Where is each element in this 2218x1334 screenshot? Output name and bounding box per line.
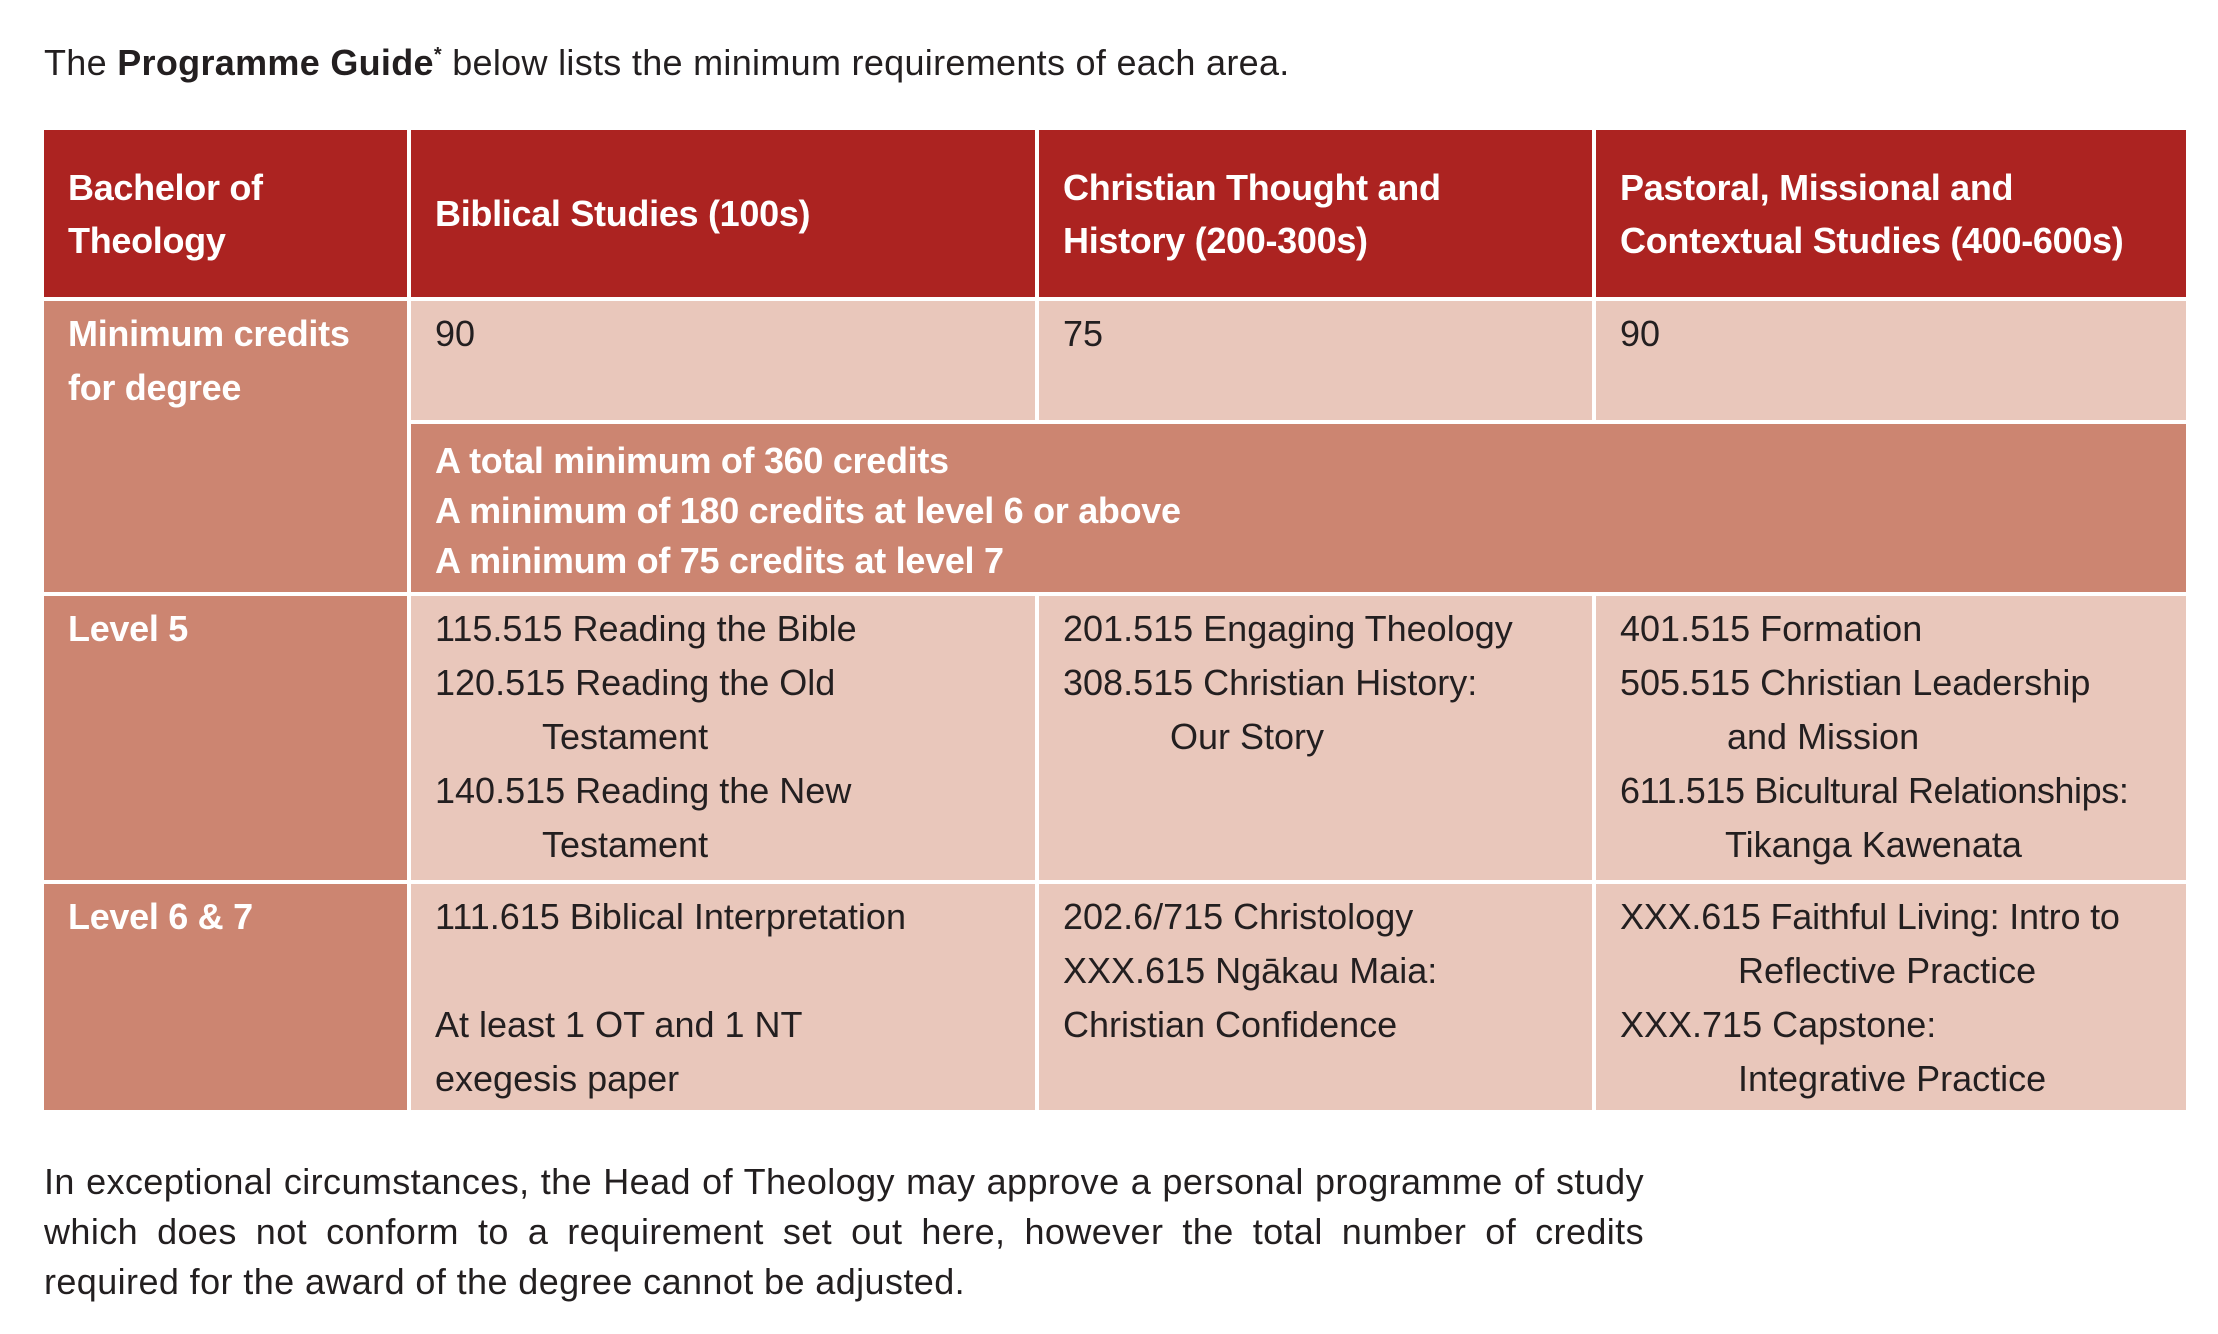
summary-line: A minimum of 75 credits at level 7 [435, 540, 1004, 581]
course-title: Capstone: [1772, 1004, 1937, 1045]
course-entry: 120.515 Reading the Old Testament [435, 656, 1011, 764]
course-entry: 201.515 Engaging Theology [1063, 602, 1568, 656]
programme-table: Bachelor of Theology Biblical Studies (1… [44, 130, 2186, 1118]
course-entry: 401.515 Formation [1620, 602, 2180, 656]
level5-pastoral-courses: 401.515 Formation 505.515 Christian Lead… [1596, 596, 2186, 880]
course-code: 140.515 [435, 770, 566, 811]
level67-christian-thought-courses: 202.6/715 Christology XXX.615 Ngākau Mai… [1039, 884, 1592, 1110]
course-entry: 308.515 Christian History: Our Story [1063, 656, 1568, 764]
course-code: 401.515 [1620, 608, 1751, 649]
level67-biblical-courses: 111.615 Biblical Interpretation At least… [411, 884, 1035, 1110]
credit-summary: A total minimum of 360 credits A minimum… [411, 424, 2186, 592]
course-entry: 202.6/715 Christology [1063, 896, 1414, 937]
footnote-paragraph: In exceptional circumstances, the Head o… [44, 1161, 1644, 1302]
course-entry: XXX.615 Faithful Living: Intro to Reflec… [1620, 890, 2180, 998]
course-title-continued: Testament [542, 824, 709, 865]
course-title: Formation [1760, 608, 1923, 649]
header-biblical-studies: Biblical Studies (100s) [411, 130, 1035, 297]
min-credits-biblical: 90 [411, 301, 1035, 420]
row-label-minimum-credits: Minimum credits for degree [44, 301, 407, 592]
course-title: Christian Leadership [1760, 662, 2091, 703]
course-title: Engaging Theology [1203, 608, 1513, 649]
course-title: Faithful Living: Intro to [1770, 896, 2120, 937]
course-entry: 111.615 Biblical Interpretation [435, 896, 906, 937]
course-title-continued: and Mission [1727, 716, 1920, 757]
level67-pastoral-courses: XXX.615 Faithful Living: Intro to Reflec… [1596, 884, 2186, 1110]
summary-line: A total minimum of 360 credits [435, 440, 949, 481]
row-label-level-6-7: Level 6 & 7 [44, 884, 407, 1110]
course-title-continued: Christian Confidence [1063, 1004, 1398, 1045]
course-title-continued: Our Story [1170, 716, 1325, 757]
course-entry: XXX.715 Capstone: Integrative Practice [1620, 998, 2180, 1106]
min-credits-pastoral: 90 [1596, 301, 2186, 420]
header-christian-thought: Christian Thought and History (200-300s) [1039, 130, 1592, 297]
course-title-continued: Testament [542, 716, 709, 757]
programme-guide-term: Programme Guide [117, 42, 434, 83]
summary-line: A minimum of 180 credits at level 6 or a… [435, 490, 1181, 531]
course-code: 115.515 [435, 608, 563, 649]
course-title: Christian History: [1203, 662, 1478, 703]
course-title: Reading the Bible [572, 608, 857, 649]
footnote-mark: * [433, 44, 442, 66]
course-code: 611.515 [1620, 770, 1745, 811]
course-code: 201.515 [1063, 608, 1194, 649]
requirement-note-continued: exegesis paper [435, 1058, 680, 1099]
course-code: 308.515 [1063, 662, 1194, 703]
course-code: 120.515 [435, 662, 566, 703]
intro-prefix: The [44, 42, 118, 83]
header-corner: Bachelor of Theology [44, 130, 407, 297]
course-code: XXX.715 [1620, 1004, 1763, 1045]
course-entry: XXX.615 Ngākau Maia: [1063, 950, 1438, 991]
requirement-note: At least 1 OT and 1 NT [435, 1004, 803, 1045]
course-title-continued: Tikanga Kawenata [1725, 824, 2022, 865]
course-code: 505.515 [1620, 662, 1751, 703]
course-title: Reading the Old [575, 662, 836, 703]
course-entry: 115.515 Reading the Bible [435, 602, 1011, 656]
course-title: Reading the New [575, 770, 852, 811]
course-entry: 140.515 Reading the New Testament [435, 764, 1011, 872]
course-code: XXX.615 [1620, 896, 1761, 937]
intro-sentence: The Programme Guide* below lists the min… [44, 38, 1290, 88]
intro-suffix: below lists the minimum requirements of … [441, 42, 1290, 83]
row-label-level-5: Level 5 [44, 596, 407, 880]
course-title-continued: Reflective Practice [1738, 950, 2037, 991]
min-credits-christian-thought: 75 [1039, 301, 1592, 420]
level5-christian-thought-courses: 201.515 Engaging Theology 308.515 Christ… [1039, 596, 1592, 880]
course-entry: 611.515 Bicultural Relationships: Tikang… [1620, 764, 2180, 872]
course-title-continued: Integrative Practice [1738, 1058, 2047, 1099]
level5-biblical-courses: 115.515 Reading the Bible 120.515 Readin… [411, 596, 1035, 880]
course-title: Bicultural Relationships: [1754, 770, 2129, 811]
header-pastoral-studies: Pastoral, Missional and Contextual Studi… [1596, 130, 2186, 297]
course-entry: 505.515 Christian Leadership and Mission [1620, 656, 2180, 764]
